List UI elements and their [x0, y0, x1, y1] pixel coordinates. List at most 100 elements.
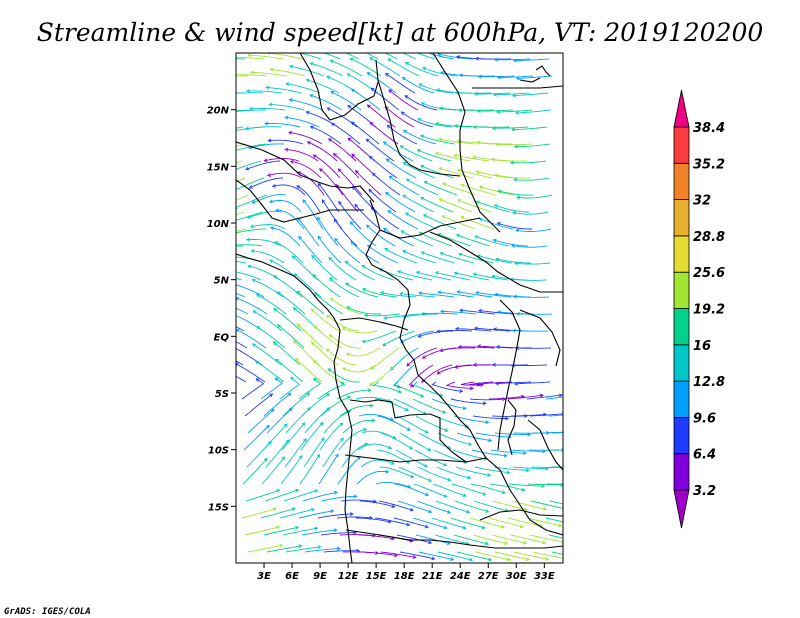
y-tick-label: 15S [208, 502, 229, 513]
streamline [445, 381, 474, 389]
streamline [236, 126, 244, 129]
streamline [319, 422, 343, 451]
streamline [275, 358, 304, 383]
streamline-arrow [474, 235, 479, 239]
streamline-arrow [312, 273, 317, 278]
streamline-arrow [314, 489, 319, 493]
streamline-arrow [583, 465, 586, 468]
streamline [356, 517, 391, 523]
streamline [517, 194, 553, 199]
streamline [395, 449, 428, 468]
streamline [281, 422, 306, 451]
streamline-arrow [269, 67, 274, 72]
map-panel: 3E 6E 9E 12E 15E 18E 21E 24E 27E 30E 33E 20N 15N 10N… [207, 52, 586, 582]
streamline-arrow [564, 557, 567, 560]
colorbar-segment [673, 271, 690, 309]
streamline [296, 323, 324, 349]
streamline-arrow [404, 212, 409, 217]
streamline-arrow [250, 249, 255, 253]
streamline-arrow [264, 121, 269, 126]
streamline [396, 534, 432, 544]
streamline [326, 348, 358, 366]
streamline [368, 189, 397, 213]
streamline-arrow [516, 195, 521, 200]
streamline [397, 500, 432, 513]
streamline-arrow [435, 329, 440, 334]
streamline-arrow [485, 420, 490, 425]
streamline-arrow [229, 56, 232, 59]
streamline-arrow [459, 308, 464, 313]
streamline-arrow [317, 216, 321, 221]
streamline [514, 381, 551, 385]
streamline [236, 194, 268, 208]
streamline [285, 407, 311, 434]
streamline-arrow [212, 316, 215, 319]
streamline [345, 282, 379, 298]
streamline-arrow [231, 110, 234, 113]
streamline [529, 413, 563, 417]
streamline-arrow [340, 437, 344, 442]
streamline-arrow [404, 407, 409, 412]
streamline [236, 341, 248, 349]
streamline-arrow [330, 297, 334, 302]
streamline-arrow [272, 341, 277, 346]
streamline-arrow [388, 175, 393, 180]
streamline-arrow [325, 348, 330, 353]
streamline [243, 425, 270, 451]
streamline [399, 551, 435, 560]
streamline-arrow [387, 58, 392, 62]
colorbar-segment [673, 416, 690, 455]
streamline-arrow [244, 126, 250, 131]
streamline [301, 529, 337, 536]
streamline-arrow [465, 424, 470, 429]
streamline-arrow [268, 102, 273, 107]
streamline-arrow [425, 492, 430, 497]
streamline-arrow [208, 246, 211, 249]
streamline-arrow [523, 507, 528, 512]
streamline [511, 364, 548, 367]
y-tick-label: 5N [214, 276, 230, 287]
streamline [387, 58, 420, 77]
streamline-arrow [328, 334, 333, 338]
streamline-arrow [491, 274, 496, 279]
streamline [488, 517, 524, 528]
colorbar-segment [673, 344, 690, 382]
streamline-arrow [496, 222, 501, 226]
streamline-arrow [401, 76, 406, 81]
streamline-arrow [350, 88, 355, 93]
streamline [260, 377, 283, 400]
streamline-arrow [490, 157, 495, 162]
streamline-arrow [347, 137, 352, 142]
streamline-arrow [472, 272, 477, 277]
streamline-arrow [455, 233, 460, 238]
streamline [379, 466, 414, 478]
streamline-arrow [491, 126, 496, 131]
streamline [489, 483, 525, 491]
streamline-arrow [247, 264, 252, 269]
streamline-arrow [385, 158, 390, 163]
streamline-arrow [328, 256, 333, 261]
streamline [533, 431, 563, 434]
streamline [338, 428, 367, 451]
streamline [433, 449, 467, 464]
streamline-arrow [353, 494, 358, 499]
streamline-arrow [309, 62, 314, 66]
streamline-arrow [580, 448, 583, 451]
streamline [401, 53, 417, 60]
streamline [390, 347, 419, 371]
streamline-arrow [564, 466, 567, 469]
streamline-arrow [254, 360, 259, 365]
streamline [403, 129, 437, 145]
streamline-arrow [409, 445, 414, 450]
streamline-arrow [438, 198, 443, 202]
streamline [245, 160, 281, 170]
streamline [476, 291, 512, 298]
streamline-arrow [288, 407, 293, 412]
streamline [351, 88, 381, 111]
streamline [511, 126, 548, 131]
streamline-arrow [460, 183, 465, 188]
streamline [256, 326, 286, 349]
streamline-arrow [215, 205, 218, 208]
streamline [530, 500, 563, 509]
streamline-arrow [456, 168, 462, 173]
